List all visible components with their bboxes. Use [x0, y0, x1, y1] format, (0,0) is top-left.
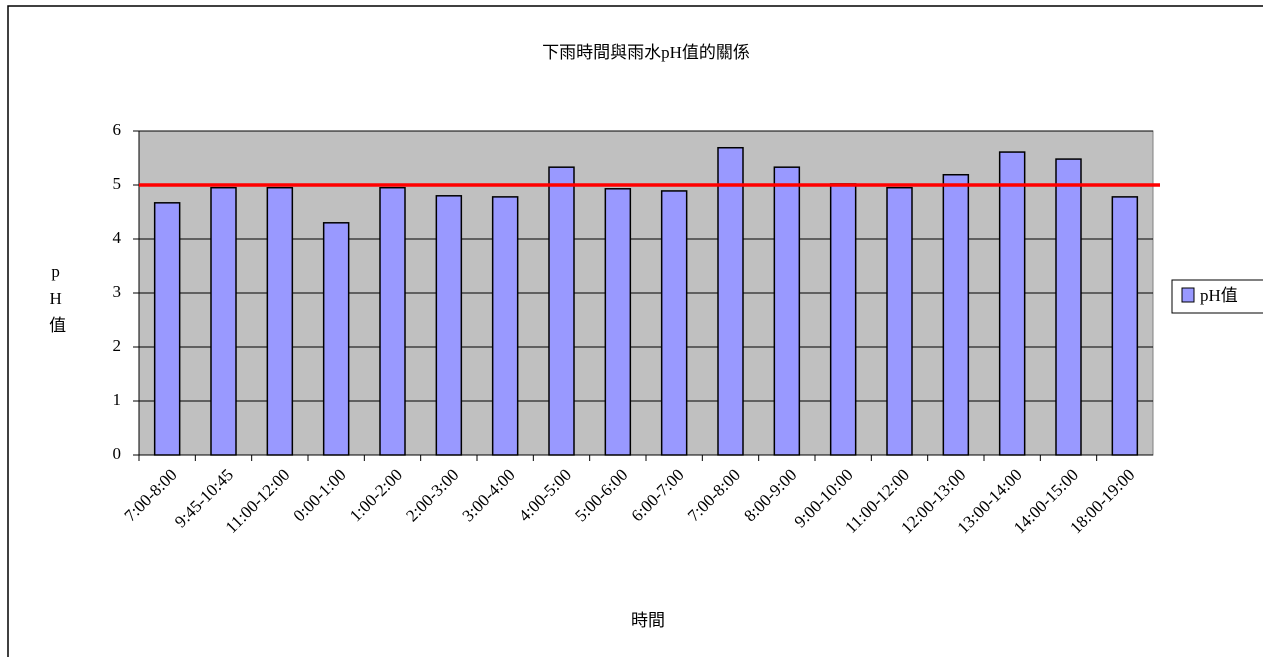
y-tick-label: 3: [113, 282, 122, 301]
bar: [153, 202, 181, 456]
bar: [548, 166, 575, 456]
x-tick-label: 1:00-2:00: [346, 465, 406, 525]
y-tick-label: 4: [113, 228, 122, 247]
x-tick-label: 6:00-7:00: [628, 465, 688, 525]
bar: [1111, 196, 1139, 456]
bar: [660, 190, 688, 456]
y-axis-label: pH值: [46, 262, 66, 341]
bar: [942, 173, 970, 456]
bar: [491, 196, 519, 456]
legend-label: pH值: [1200, 286, 1238, 305]
bar: [322, 222, 350, 456]
bar: [1055, 158, 1082, 456]
chart-title: 下雨時間與雨水pH值的關係: [542, 43, 750, 62]
legend-swatch: [1181, 287, 1195, 303]
x-tick-label: 2:00-3:00: [402, 465, 462, 525]
bar: [266, 186, 294, 456]
y-tick-label: 0: [113, 444, 122, 463]
bar: [604, 188, 632, 456]
bar: [717, 146, 744, 456]
x-tick-label: 3:00-4:00: [459, 465, 519, 525]
y-tick-label: 6: [113, 120, 122, 139]
y-tick-label: 5: [113, 174, 122, 193]
x-tick-label: 5:00-6:00: [571, 465, 631, 525]
y-tick-label: 2: [113, 336, 122, 355]
chart-frame: [7, 5, 1263, 657]
bar: [210, 186, 237, 456]
bar: [829, 183, 857, 456]
bar: [886, 186, 913, 456]
x-tick-label: 4:00-5:00: [515, 465, 575, 525]
bar: [998, 151, 1026, 456]
y-tick-label: 1: [113, 390, 122, 409]
bar: [773, 166, 801, 456]
x-axis-label: 時間: [631, 611, 665, 630]
bar: [379, 186, 406, 456]
x-tick-label: 0:00-1:00: [290, 465, 350, 525]
bar: [435, 195, 463, 456]
x-tick-label: 7:00-8:00: [684, 465, 744, 525]
